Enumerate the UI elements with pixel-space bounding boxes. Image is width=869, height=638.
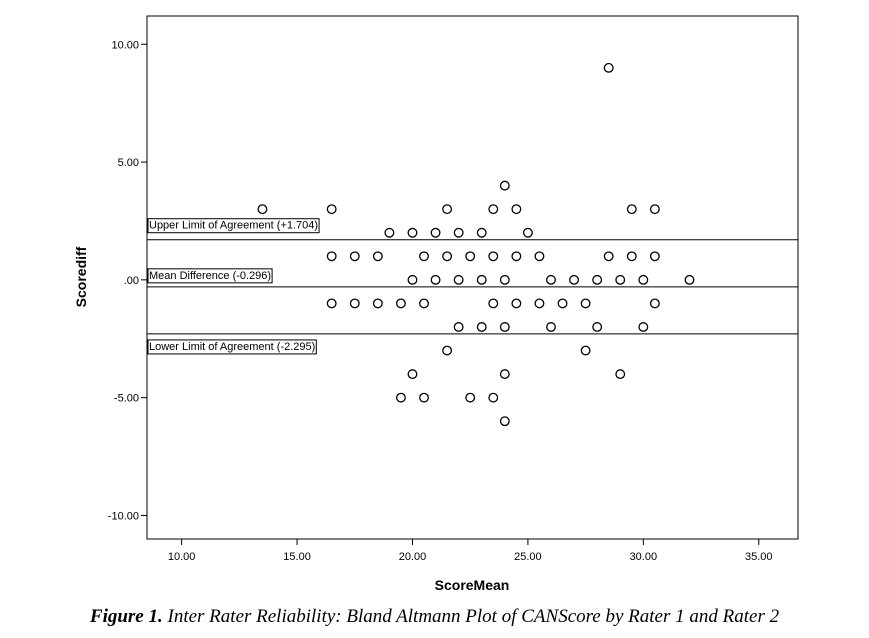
y-axis: 10.00 5.00 .00 -5.00 -10.00 [108,39,147,522]
data-point [349,298,360,309]
bland-altman-chart: Upper Limit of Agreement (+1.704) Mean Di… [73,15,799,593]
data-point [488,298,499,309]
x-tick-label: 35.00 [745,551,773,563]
x-tick-label: 15.00 [283,551,311,563]
x-tick-label: 20.00 [399,551,427,563]
data-point [476,227,487,238]
y-axis-title: Scorediff [73,246,89,307]
reference-line-label-box-upper [147,218,320,234]
data-point [638,322,649,332]
data-point [649,251,660,262]
data-point [453,322,464,332]
reference-line-label-box-lower [147,339,317,355]
x-axis-title: ScoreMean [435,577,510,593]
data-point [580,345,591,356]
x-tick-label: 10.00 [168,551,196,563]
data-point [442,345,453,356]
data-point [592,322,603,332]
data-point [430,227,441,238]
x-tick-label: 25.00 [514,551,542,563]
data-point [257,204,268,215]
data-point [326,251,337,262]
data-point [603,251,614,262]
y-tick-label: 10.00 [111,39,139,51]
y-tick-label: 5.00 [118,157,139,169]
data-point [511,298,522,309]
data-point [511,204,522,215]
data-point [499,180,510,191]
data-point [615,274,626,285]
data-point [419,251,429,262]
figure-caption-label: Figure 1. [89,606,163,627]
data-point [465,251,476,262]
data-point [407,274,418,285]
data-point [395,392,406,403]
data-point [649,298,660,309]
data-point [407,227,418,238]
figure-caption-text: Inter Rater Reliability: Bland Altmann P… [162,606,780,627]
data-points [257,62,695,427]
y-tick-label: .00 [124,275,139,287]
data-point [534,298,545,309]
data-point [476,322,487,332]
data-point [407,369,418,380]
data-point [384,227,395,238]
data-point [476,274,487,285]
data-point [465,392,476,403]
data-point [649,204,660,215]
data-point [511,251,522,262]
data-point [592,274,603,285]
data-point [453,274,464,285]
x-axis: 10.00 15.00 20.00 25.00 30.00 35.00 [168,539,773,563]
figure-caption: Figure 1. Inter Rater Reliability: Bland… [0,606,869,628]
data-point [488,251,499,262]
data-point [349,251,360,262]
data-point [442,251,453,262]
data-point [488,204,499,215]
data-point [430,274,441,285]
data-point [419,392,429,403]
data-point [580,298,591,309]
data-point [326,204,337,215]
data-point [326,298,337,309]
data-point [522,227,533,238]
reference-line-label-upper: Upper Limit of Agreement (+1.704) [149,220,318,232]
data-point [603,62,614,73]
data-point [372,251,383,262]
data-point [546,322,556,332]
data-point [488,392,499,403]
reference-lines: Upper Limit of Agreement (+1.704) Mean Di… [147,218,798,355]
data-point [499,416,510,427]
data-point [626,251,637,262]
data-point [684,274,695,285]
data-point [534,251,545,262]
data-point [395,298,406,309]
reference-line-label-box-mean [147,268,273,284]
data-point [499,274,510,285]
data-point [638,274,649,285]
data-point [453,227,464,238]
x-tick-label: 30.00 [630,551,658,563]
data-point [569,274,580,285]
y-tick-label: -5.00 [114,393,139,405]
data-point [557,298,568,309]
data-point [499,369,510,380]
data-point [546,274,556,285]
data-point [626,204,637,215]
data-point [419,298,429,309]
y-tick-label: -10.00 [108,510,139,522]
data-point [372,298,383,309]
data-point [499,322,510,332]
data-point [442,204,453,215]
reference-line-label-mean: Mean Difference (-0.296) [149,270,271,282]
data-point [615,369,626,380]
reference-line-label-lower: Lower Limit of Agreement (-2.295) [149,341,315,353]
